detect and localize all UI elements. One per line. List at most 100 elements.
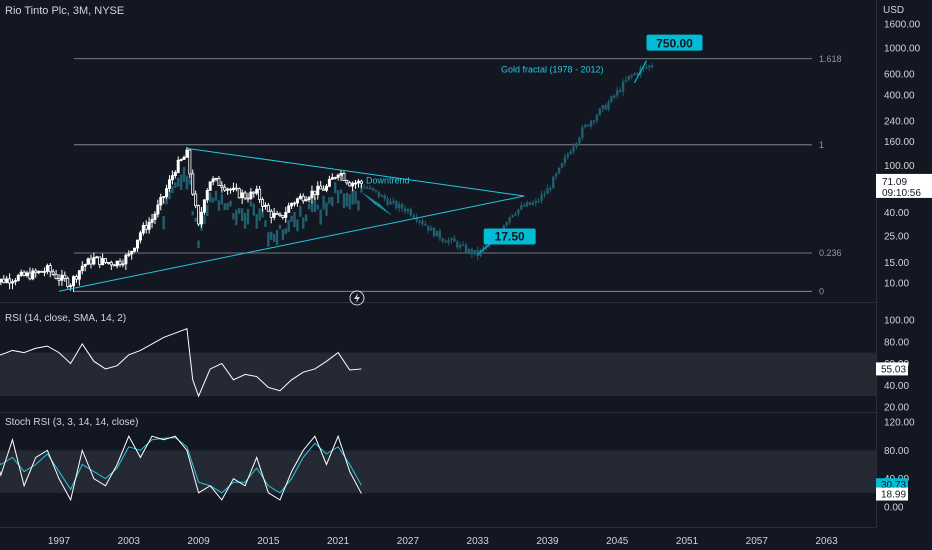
fib-label-3: 0: [819, 286, 824, 296]
projection-body: [554, 173, 558, 177]
candle-body: [159, 197, 163, 206]
candle-body: [13, 280, 17, 283]
projection-body: [525, 202, 529, 207]
candle-body: [124, 254, 128, 265]
fractal-body: [354, 190, 357, 205]
projection-body: [546, 188, 549, 194]
candle-body: [57, 278, 61, 281]
fractal-body: [220, 193, 224, 205]
fractal-body: [264, 220, 267, 227]
candle-body: [130, 250, 134, 255]
projection-body: [569, 151, 572, 155]
rsi-tick: 20.00: [884, 403, 909, 414]
target-label: 750.00: [656, 37, 693, 51]
projection-body: [566, 154, 570, 158]
candle-body: [261, 199, 265, 207]
candle-body: [185, 149, 189, 158]
candle-body: [80, 265, 84, 272]
projection-body: [456, 241, 459, 248]
price-tick: 160.00: [884, 137, 915, 148]
fractal-body: [299, 205, 302, 217]
candle-body: [310, 190, 314, 199]
projection-body: [453, 238, 456, 242]
downtrend-hatch: [371, 198, 386, 212]
candle-body: [60, 274, 64, 281]
fractal-body: [255, 214, 258, 229]
projection-body: [467, 249, 471, 253]
candle-body: [249, 191, 253, 199]
price-candles[interactable]: [0, 147, 363, 292]
candle-body: [162, 196, 166, 198]
projection-body: [444, 241, 447, 243]
fractal-body: [197, 240, 200, 248]
candle-body: [95, 256, 99, 259]
time-tick: 2021: [327, 536, 350, 547]
candle-body: [324, 185, 328, 191]
projection-body: [642, 67, 645, 69]
triangle-trendlines[interactable]: [58, 147, 525, 292]
target-callout[interactable]: 750.00: [633, 34, 703, 83]
stoch-title: Stoch RSI (3, 3, 14, 14, close): [5, 417, 138, 428]
projection-body: [549, 188, 552, 190]
projection-body: [377, 191, 381, 197]
candle-body: [72, 276, 76, 287]
projection-body: [441, 238, 444, 242]
stoch-d-value: 18.99: [881, 490, 906, 501]
downtrend-hatch: [365, 194, 380, 208]
candle-body: [8, 278, 12, 284]
rsi-tick: 80.00: [884, 337, 909, 348]
candle-body: [127, 253, 131, 256]
price-tick: 1600.00: [884, 20, 921, 31]
candle-body: [16, 275, 20, 281]
candle-body: [234, 187, 238, 190]
time-tick: 2051: [676, 536, 699, 547]
candle-body: [51, 271, 55, 275]
price-tick: 25.00: [884, 232, 909, 243]
fractal-body: [238, 207, 241, 214]
projection-body: [470, 249, 474, 255]
rsi-band: [0, 352, 876, 397]
bottom-label: 17.50: [495, 229, 525, 243]
candle-body: [295, 198, 299, 204]
projection-body: [627, 75, 631, 80]
projection-body: [435, 230, 439, 237]
projection-body: [592, 120, 596, 123]
projection-body: [368, 187, 372, 190]
lightning-icon[interactable]: [349, 290, 365, 306]
time-tick: 2027: [397, 536, 420, 547]
candle-body: [339, 173, 343, 176]
candle-body: [89, 258, 93, 265]
candle-body: [10, 281, 14, 284]
candle-body: [319, 185, 323, 190]
fractal-body: [319, 209, 322, 225]
projection-body: [406, 209, 410, 212]
candle-body: [278, 213, 282, 217]
candle-body: [194, 193, 198, 207]
candle-body: [307, 197, 311, 201]
target-callout-box: [646, 34, 703, 51]
candle-body: [246, 197, 250, 200]
candle-body: [313, 190, 317, 196]
projection-body: [650, 65, 654, 68]
fractal-body: [177, 177, 180, 187]
candle-body: [252, 191, 256, 194]
stoch-tick: 0.00: [884, 503, 904, 514]
bottom-callout[interactable]: 17.50: [477, 228, 536, 255]
projection-body: [438, 230, 442, 239]
candle-body: [40, 270, 44, 273]
fractal-body: [165, 195, 168, 205]
rsi-value: 55.03: [881, 364, 906, 375]
candle-body: [348, 182, 352, 187]
candle-body: [351, 182, 355, 187]
chart-title: Rio Tinto Plc, 3M, NYSE: [5, 5, 124, 17]
fractal-body: [275, 230, 279, 246]
price-tick: 600.00: [884, 70, 915, 81]
candle-body: [77, 270, 81, 280]
candle-body: [63, 274, 67, 279]
fractal-body: [348, 194, 351, 210]
candle-body: [316, 185, 320, 196]
candle-body: [231, 187, 235, 191]
candle-body: [141, 225, 145, 234]
fractal-body: [185, 175, 189, 190]
